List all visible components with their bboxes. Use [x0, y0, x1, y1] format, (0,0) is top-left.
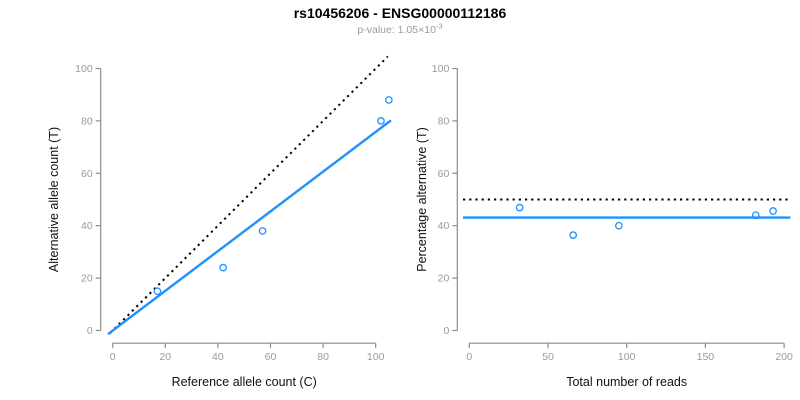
x-axis-title: Reference allele count (C)	[172, 375, 317, 389]
x-tick-label: 80	[317, 351, 329, 363]
data-point	[219, 263, 228, 272]
y-tick-label: 40	[81, 220, 93, 232]
percentage-vs-reads-scatter: 0 20 40 60 80 100 0 50 100 150 200 Total number of …	[415, 63, 793, 389]
data-point	[751, 211, 760, 220]
y-tick-label: 0	[87, 325, 93, 337]
y-tick-label: 0	[443, 325, 449, 337]
allele-counts-scatter: 0 20 40 60 80 100 0 20 40 60 80 100 Reference allele…	[47, 55, 393, 389]
x-tick-label: 0	[466, 351, 472, 363]
data-point	[384, 96, 393, 104]
y-tick-label: 60	[81, 168, 93, 180]
data-point	[258, 227, 267, 235]
p-value-base: p-value: 1.05×10	[357, 24, 436, 36]
data-point	[515, 203, 524, 212]
y-tick-label: 20	[438, 273, 450, 285]
x-tick-label: 100	[367, 351, 385, 363]
page-title: rs10456206 - ENSG00000112186	[293, 5, 507, 21]
fit-line	[107, 119, 392, 336]
y-tick-label: 40	[438, 220, 450, 232]
y-tick-label: 80	[438, 115, 450, 127]
p-value-exponent: -3	[435, 21, 443, 31]
x-tick-label: 50	[542, 351, 554, 363]
y-tick-label: 60	[438, 168, 450, 180]
x-tick-label: 20	[159, 351, 171, 363]
x-axis-title: Total number of reads	[566, 375, 687, 389]
data-point	[614, 221, 623, 230]
x-tick-label: 100	[618, 351, 636, 363]
y-tick-label: 20	[81, 273, 93, 285]
data-point	[769, 207, 777, 215]
identity-line	[109, 55, 389, 334]
p-value-subtitle: p-value: 1.05×10-3	[0, 21, 800, 36]
y-tick-label: 100	[432, 63, 450, 75]
data-point	[569, 231, 578, 239]
y-axis-title: Percentage alternative (T)	[415, 127, 429, 272]
x-tick-label: 200	[775, 351, 793, 363]
data-point	[153, 287, 162, 296]
x-tick-label: 0	[110, 351, 116, 363]
y-tick-label: 100	[75, 63, 93, 75]
x-tick-label: 60	[265, 351, 277, 363]
y-axis-title: Alternative allele count (T)	[47, 127, 61, 272]
data-point	[377, 117, 385, 125]
y-tick-label: 80	[81, 115, 93, 127]
x-tick-label: 40	[212, 351, 224, 363]
x-tick-label: 150	[697, 351, 715, 363]
